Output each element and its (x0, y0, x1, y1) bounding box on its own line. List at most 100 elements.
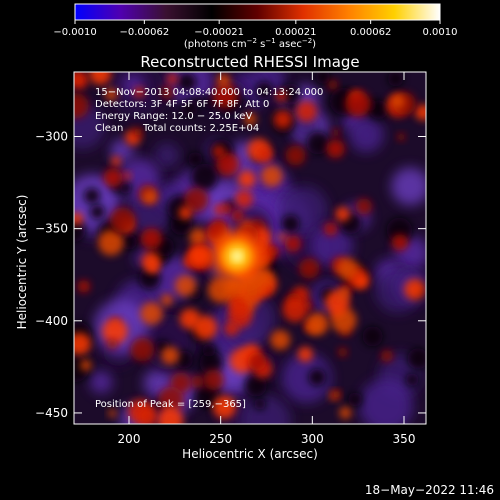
emission-region (396, 132, 406, 142)
colorbar (74, 3, 441, 21)
emission-region (103, 168, 123, 188)
emission-region (193, 315, 218, 340)
emission-region (89, 204, 106, 220)
emission-region (241, 99, 252, 110)
emission-region (203, 369, 224, 391)
emission-region (178, 206, 192, 220)
emission-region (161, 346, 180, 365)
emission-region (404, 278, 426, 300)
emission-region (295, 101, 317, 122)
emission-region (202, 343, 216, 357)
emission-region (281, 214, 300, 234)
emission-region (387, 72, 404, 87)
footer-date: 18−May−2022 11:46 (365, 483, 494, 497)
emission-region (102, 318, 128, 344)
emission-region (326, 139, 345, 158)
emission-region (228, 295, 249, 315)
emission-region (108, 409, 117, 418)
emission-region (270, 329, 291, 350)
emission-region (335, 206, 350, 222)
emission-region (216, 152, 240, 176)
emission-region (74, 212, 83, 225)
emission-region (157, 407, 184, 424)
emission-region (348, 392, 363, 407)
emission-region (190, 163, 218, 191)
emission-region (284, 235, 302, 252)
emission-region (339, 406, 352, 419)
y-axis-label: Heliocentric Y (arcsec) (15, 195, 29, 330)
emission-region (355, 198, 372, 215)
x-axis-label: Heliocentric X (arcsec) (182, 447, 318, 461)
emission-region (121, 234, 137, 250)
emission-region (111, 156, 121, 167)
emission-region (141, 251, 161, 271)
emission-region (255, 81, 274, 100)
colorbar-tick-label: −0.0010 (53, 27, 96, 38)
emission-region (74, 92, 89, 119)
emission-region (235, 190, 253, 208)
axes-frame (73, 71, 427, 425)
emission-region (140, 302, 163, 325)
annotation-counts: Total counts: 2.25E+04 (142, 123, 259, 134)
emission-region (327, 79, 338, 90)
emission-region (229, 348, 255, 374)
emission-region (224, 278, 241, 295)
emission-region (130, 337, 155, 362)
colorbar-tick-label: −0.00021 (194, 27, 244, 38)
emission-region (336, 257, 359, 280)
annotation-time: 15−Nov−2013 04:08:40.000 to 04:13:24.000 (95, 87, 323, 98)
y-tick-label: −400 (35, 314, 68, 328)
emission-region (323, 222, 338, 236)
emission-region (285, 145, 306, 166)
emission-region (136, 406, 158, 424)
x-tick-label: 350 (393, 432, 416, 446)
emission-region (362, 326, 383, 347)
emission-region (80, 359, 92, 371)
annotation-energy: Energy Range: 12.0 − 25.0 keV (95, 111, 252, 122)
emission-region (278, 232, 287, 242)
emission-region (195, 384, 219, 409)
emission-region (133, 86, 145, 98)
emission-region (297, 346, 313, 362)
x-tick-label: 300 (301, 432, 324, 446)
emission-region (74, 72, 89, 90)
x-tick-label: 250 (209, 432, 232, 446)
emission-region (77, 280, 91, 293)
emission-region (332, 389, 341, 399)
emission-region (405, 373, 419, 387)
emission-region (160, 85, 174, 99)
emission-region (89, 370, 113, 394)
emission-region (390, 94, 405, 109)
emission-region (224, 321, 239, 336)
emission-region (212, 395, 236, 419)
emission-region (216, 73, 231, 87)
emission-region (98, 229, 124, 256)
annotation-peak-position: Position of Peak = [259,−365] (95, 399, 246, 410)
emission-region (177, 72, 197, 92)
emission-region (282, 296, 308, 323)
emission-region (142, 189, 158, 205)
emission-region (238, 170, 256, 188)
image-area (74, 72, 426, 424)
emission-region (380, 349, 393, 363)
colorbar-ticks: −0.0010 −0.00062 −0.00021 0.00021 0.00062 0.0… (53, 20, 458, 38)
emission-region (306, 131, 330, 155)
emission-region (189, 228, 208, 247)
emission-region (184, 187, 209, 213)
emission-region (308, 368, 326, 387)
emission-region (407, 348, 426, 370)
emission-region (109, 207, 136, 234)
emission-region (154, 142, 180, 168)
emission-region (199, 351, 224, 375)
y-tick-label: −300 (35, 130, 68, 144)
emission-region (260, 165, 283, 187)
annotation-block: 15−Nov−2013 04:08:40.000 to 04:13:24.000… (95, 87, 323, 410)
y-tick-label: −350 (35, 222, 68, 236)
emission-region (247, 352, 267, 371)
emission-region (202, 96, 216, 109)
emission-region (89, 72, 112, 85)
emission-region (315, 72, 331, 84)
emission-region (306, 319, 321, 334)
annotation-method: Clean (95, 123, 123, 134)
